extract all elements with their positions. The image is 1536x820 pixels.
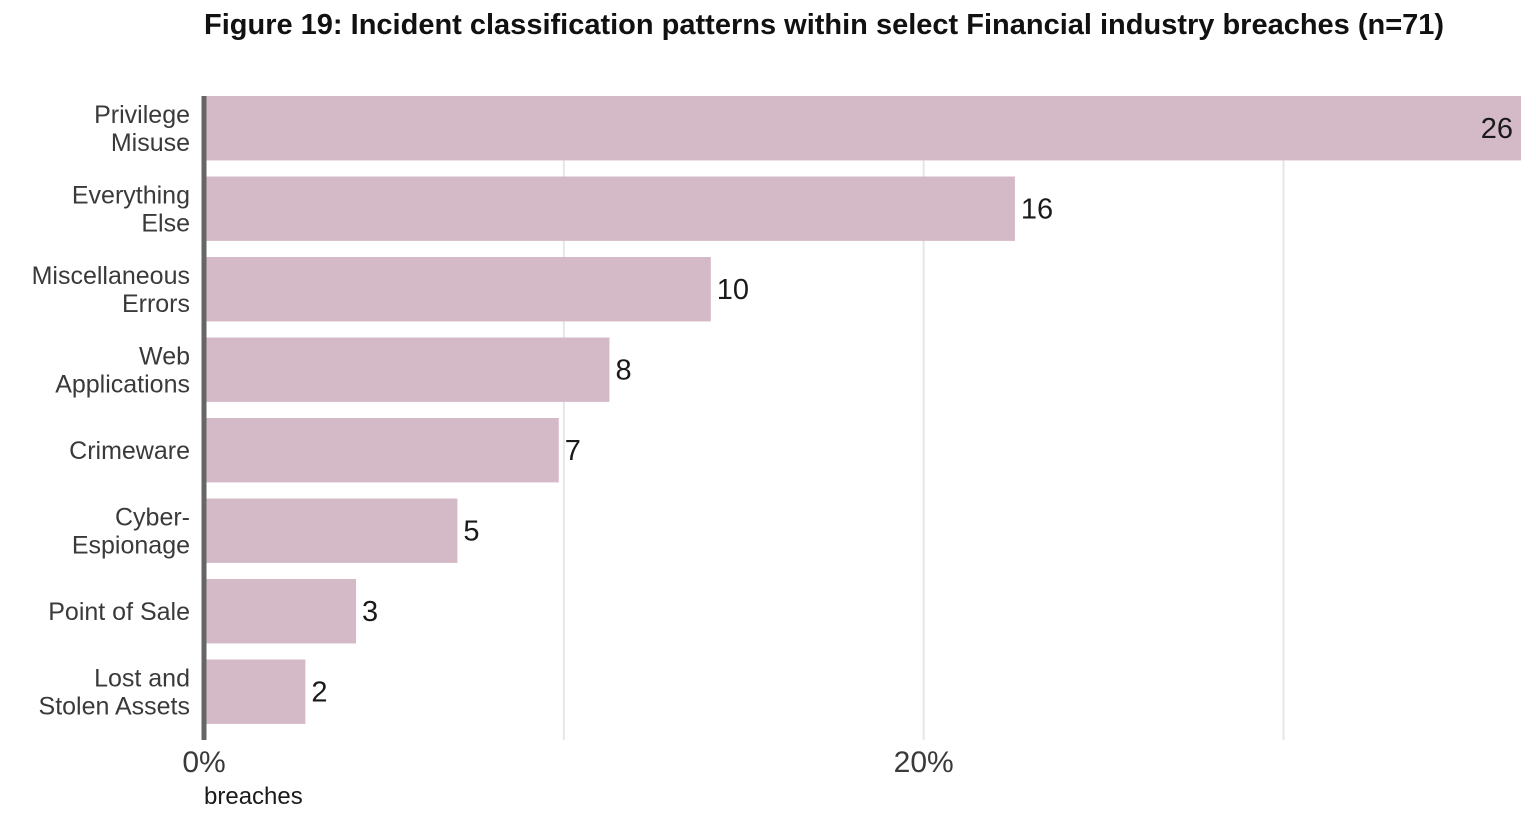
bar-5 <box>204 498 458 563</box>
category-label-line: Point of Sale <box>48 598 190 626</box>
x-tick-labels: 0% 20% <box>182 746 953 779</box>
value-label-7: 2 <box>311 677 327 709</box>
bar-4 <box>204 418 559 483</box>
category-label-6: Point of Sale <box>48 598 190 626</box>
category-label-line: Espionage <box>72 532 190 560</box>
category-label-line: Lost and <box>94 665 190 693</box>
bar-1 <box>204 176 1015 241</box>
bar-2 <box>204 257 711 322</box>
category-label-line: Miscellaneous <box>32 262 190 290</box>
category-label-0: Privilege Misuse <box>94 101 190 157</box>
category-label-line: Stolen Assets <box>39 693 190 721</box>
value-label-1: 16 <box>1021 194 1053 226</box>
category-label-line: Everything <box>72 182 190 210</box>
category-label-1: Everything Else <box>72 182 190 238</box>
bar-6 <box>204 579 357 644</box>
category-label-line: Web <box>139 343 190 371</box>
category-labels: Privilege Misuse Everything Else Miscellaneo… <box>32 101 190 721</box>
value-labels: 26 16 10 8 7 5 3 2 <box>311 113 1513 709</box>
x-axis-label: breaches <box>204 783 303 810</box>
bar-7 <box>204 659 306 724</box>
category-label-7: Lost and Stolen Assets <box>39 665 190 721</box>
bars <box>204 96 1521 724</box>
value-label-2: 10 <box>717 274 749 306</box>
chart-title: Figure 19: Incident classification patte… <box>204 9 1445 41</box>
category-label-line: Cyber- <box>115 504 190 532</box>
x-tick-label-1: 20% <box>894 746 954 779</box>
value-label-4: 7 <box>565 435 581 467</box>
category-label-line: Else <box>141 210 190 238</box>
category-label-4: Crimeware <box>69 437 190 465</box>
category-label-line: Crimeware <box>69 437 190 465</box>
category-label-2: Miscellaneous Errors <box>32 262 190 318</box>
category-label-line: Misuse <box>111 129 190 157</box>
value-label-5: 5 <box>463 516 479 548</box>
value-label-6: 3 <box>362 596 378 628</box>
bar-3 <box>204 337 610 402</box>
value-label-3: 8 <box>615 355 631 387</box>
category-label-line: Applications <box>55 371 190 399</box>
category-label-3: Web Applications <box>55 343 190 399</box>
category-label-line: Errors <box>122 290 190 318</box>
bar-0 <box>204 96 1521 161</box>
category-label-5: Cyber-Espionage <box>72 504 190 560</box>
category-label-line: Privilege <box>94 101 190 129</box>
x-tick-label-0: 0% <box>182 746 225 779</box>
value-label-0: 26 <box>1481 113 1513 145</box>
